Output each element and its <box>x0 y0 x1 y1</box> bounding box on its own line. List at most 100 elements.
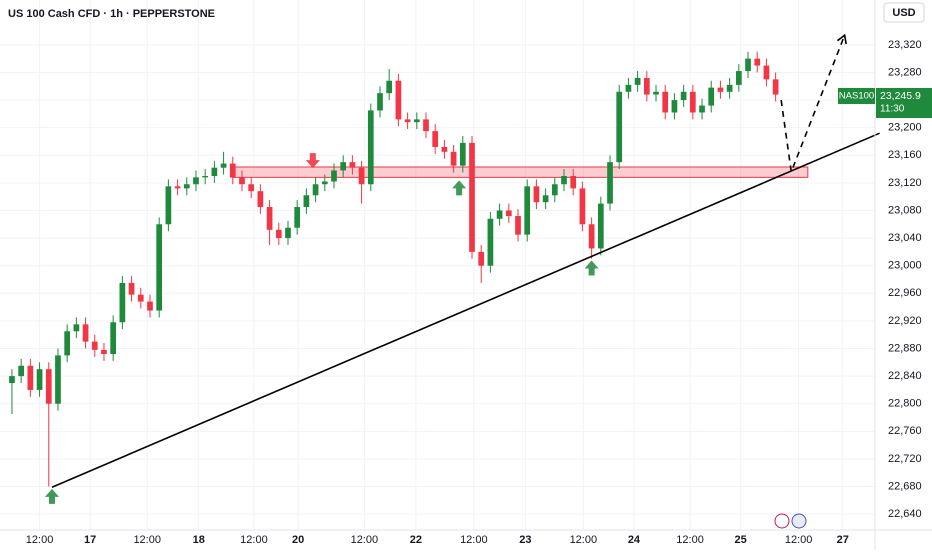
candle-body <box>441 146 448 152</box>
candle-body <box>533 186 540 203</box>
candle-body <box>183 184 190 189</box>
x-tick-label: 17 <box>84 534 96 546</box>
candle-body <box>147 301 153 311</box>
candle-body <box>294 207 301 228</box>
candle-body <box>515 216 521 235</box>
candle-body <box>726 84 733 92</box>
x-tick-label: 12:00 <box>570 534 598 546</box>
candle-body <box>36 369 43 390</box>
trendline <box>51 132 880 488</box>
candle-body <box>708 87 715 106</box>
candle-body <box>551 184 558 196</box>
candle-body <box>156 224 163 311</box>
candle-body <box>662 91 669 113</box>
candle-body <box>285 227 291 239</box>
candle-body <box>634 77 641 85</box>
x-tick-label: 12:00 <box>240 534 268 546</box>
candle-body <box>101 349 107 355</box>
event-icon[interactable] <box>774 513 790 529</box>
candle-body <box>689 91 696 113</box>
candle-body <box>18 365 25 377</box>
candle-body <box>395 80 402 120</box>
x-tick-label: 20 <box>292 534 304 546</box>
candle-body <box>377 93 383 111</box>
candle-body <box>524 186 531 235</box>
candle-body <box>165 186 172 225</box>
candle-body <box>487 218 494 266</box>
candle-body <box>625 84 632 92</box>
y-tick-label: 22,760 <box>888 425 922 437</box>
candle-body <box>735 71 742 85</box>
x-tick-label: 24 <box>628 534 641 546</box>
candle-body <box>754 58 761 66</box>
countdown-label: 11:30 <box>880 104 905 115</box>
x-tick-label: 27 <box>837 534 849 546</box>
y-tick-label: 23,040 <box>888 232 922 244</box>
candle-body <box>257 191 264 208</box>
y-tick-label: 23,320 <box>888 39 922 51</box>
candle-body <box>220 163 227 168</box>
projection-arrowhead <box>837 33 847 45</box>
up-arrow <box>44 488 59 504</box>
y-tick-label: 22,840 <box>888 370 922 382</box>
y-tick-label: 22,960 <box>888 287 922 299</box>
up-arrow <box>452 180 467 196</box>
x-tick-label: 25 <box>735 534 747 546</box>
y-tick-label: 22,640 <box>888 508 922 520</box>
x-tick-label: 12:00 <box>351 534 379 546</box>
candle-body <box>55 355 61 404</box>
candle-body <box>588 224 595 249</box>
y-tick-label: 22,800 <box>888 398 922 410</box>
candle-body <box>321 181 328 185</box>
symbol-tag <box>838 87 875 104</box>
candle-body <box>653 91 659 95</box>
candle-body <box>174 186 181 189</box>
candle-body <box>229 163 236 178</box>
candle-body <box>312 184 319 196</box>
flag-icon[interactable] <box>791 513 807 529</box>
candle-body <box>82 324 89 342</box>
candle-body <box>27 365 34 390</box>
symbol-label: NAS100 <box>839 91 874 102</box>
currency-button[interactable] <box>883 2 925 23</box>
candle-body <box>239 177 245 185</box>
candle-body <box>643 77 650 95</box>
candle-body <box>119 282 126 323</box>
candle-body <box>340 162 347 171</box>
x-tick-label: 12:00 <box>26 534 54 546</box>
x-tick-label: 12:00 <box>676 534 704 546</box>
candle-body <box>413 119 420 123</box>
down-arrow <box>305 153 320 169</box>
y-tick-label: 22,920 <box>888 315 922 327</box>
grid <box>0 0 875 530</box>
projection-path <box>780 34 846 175</box>
candle-body <box>607 162 613 204</box>
x-tick-label: 18 <box>193 534 205 546</box>
x-tick-label: 12:00 <box>785 534 813 546</box>
candle-body <box>561 175 567 185</box>
y-tick-label: 22,720 <box>888 453 922 465</box>
candle-body <box>128 282 135 295</box>
candle-body <box>110 322 117 355</box>
candle-body <box>248 184 255 192</box>
x-tick-label: 12:00 <box>133 534 161 546</box>
candle-body <box>542 195 549 203</box>
candle-body <box>570 175 577 189</box>
candle-body <box>303 195 310 208</box>
candle-body <box>699 105 705 113</box>
currency[interactable]: USD <box>892 7 915 19</box>
y-tick-label: 22,880 <box>888 342 922 354</box>
y-tick-label: 23,120 <box>888 177 922 189</box>
resistance-zone <box>231 166 809 178</box>
x-tick-label: 23 <box>519 534 531 546</box>
candle-body <box>680 91 687 101</box>
candle-body <box>717 87 724 92</box>
chart-title: US 100 Cash CFD · 1h · PEPPERSTONE <box>8 8 215 20</box>
candle-body <box>211 167 218 176</box>
y-tick-label: 23,200 <box>888 122 922 134</box>
price-tag <box>876 87 932 118</box>
price-label: 23,245.9 <box>880 90 921 102</box>
candle-body <box>404 119 411 123</box>
candle-body <box>91 341 98 350</box>
